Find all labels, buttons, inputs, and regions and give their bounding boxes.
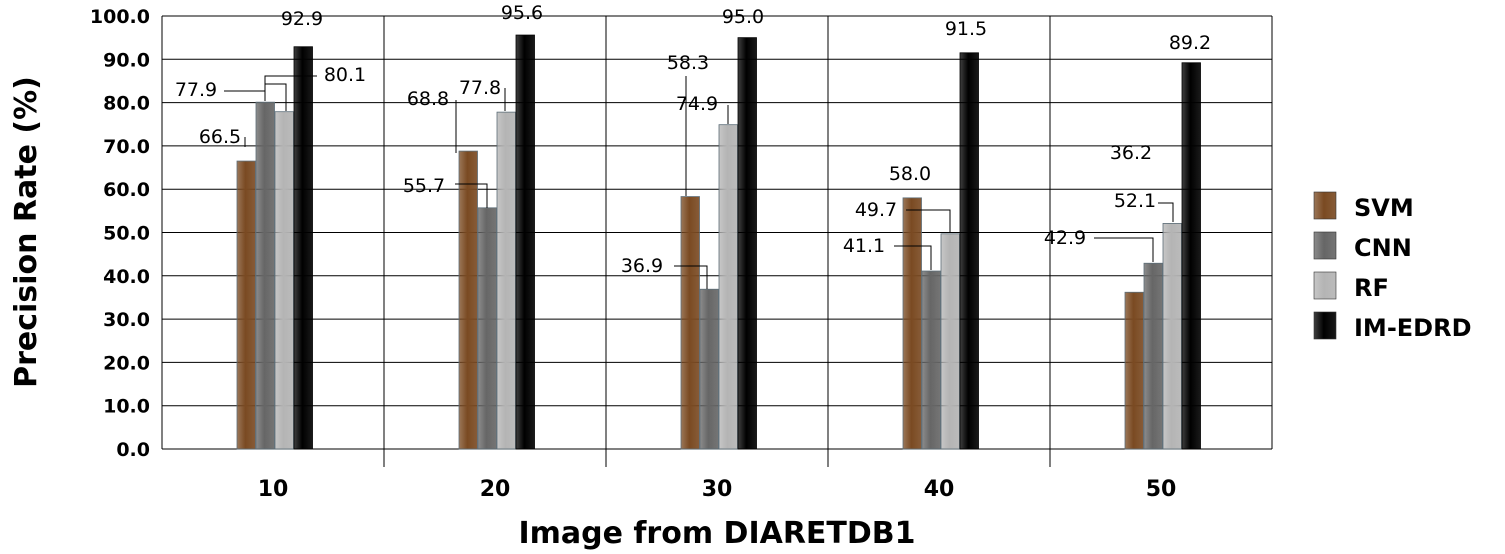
- data-label: 68.8: [407, 88, 449, 110]
- data-labels: 66.5 77.9 80.1 92.9 68.8 55.7 77.8 95.6 58.3 36.9…: [175, 2, 1211, 289]
- data-label: 95.0: [722, 6, 764, 28]
- data-label-leader: [1094, 237, 1154, 262]
- bar-svm-30: [680, 196, 700, 450]
- bar-rf-20: [496, 111, 516, 450]
- bars: [236, 34, 1201, 450]
- legend-swatch-im-edrd: [1313, 311, 1337, 340]
- x-tick-label: 40: [924, 477, 955, 502]
- bar-im-edrd-30: [737, 37, 757, 450]
- data-label: 92.9: [281, 8, 323, 30]
- data-label: 74.9: [676, 93, 718, 115]
- bar-im-edrd-10: [293, 46, 313, 450]
- ticks: 0.0 10.0 20.0 30.0 40.0 50.0 60.0 70.0 80.0 90.0 1…: [90, 6, 1176, 502]
- data-label: 36.2: [1110, 142, 1152, 164]
- data-label: 89.2: [1169, 32, 1211, 54]
- bar-im-edrd-50: [1181, 62, 1201, 450]
- y-tick-label: 10.0: [103, 396, 150, 418]
- data-label-leader: [455, 183, 488, 208]
- data-label: 77.8: [459, 77, 501, 99]
- bar-rf-40: [940, 233, 960, 450]
- bar-cnn-10: [255, 101, 275, 450]
- data-label-leader: [1158, 202, 1174, 222]
- data-label: 52.1: [1114, 190, 1156, 212]
- bar-rf-30: [718, 124, 738, 450]
- legend-label-rf: RF: [1354, 274, 1389, 302]
- data-label: 77.9: [175, 79, 217, 101]
- data-label-leader: [906, 209, 951, 233]
- y-tick-label: 100.0: [90, 6, 150, 28]
- x-axis-title: Image from DIARETDB1: [518, 516, 915, 551]
- data-label: 80.1: [324, 64, 366, 86]
- y-tick-label: 40.0: [103, 266, 150, 288]
- y-tick-label: 0.0: [116, 439, 150, 461]
- data-label: 36.9: [621, 255, 663, 277]
- y-tick-label: 80.0: [103, 93, 150, 115]
- y-tick-label: 60.0: [103, 179, 150, 201]
- legend: SVM CNN RF IM-EDRD: [1313, 191, 1472, 342]
- y-tick-label: 70.0: [103, 136, 150, 158]
- grid: [161, 15, 1273, 467]
- bar-svm-10: [236, 160, 256, 450]
- x-tick-label: 30: [702, 477, 733, 502]
- data-label-leader: [264, 75, 317, 101]
- legend-label-svm: SVM: [1354, 194, 1414, 222]
- y-tick-label: 90.0: [103, 49, 150, 71]
- legend-label-cnn: CNN: [1354, 234, 1412, 262]
- data-label: 95.6: [501, 2, 543, 24]
- bar-im-edrd-40: [959, 52, 979, 450]
- x-tick-label: 50: [1146, 477, 1177, 502]
- data-label: 55.7: [403, 175, 445, 197]
- bar-cnn-30: [699, 288, 719, 450]
- bar-svm-40: [902, 197, 922, 450]
- legend-swatch-svm: [1313, 191, 1337, 220]
- x-tick-label: 10: [258, 477, 289, 502]
- bar-cnn-20: [477, 207, 497, 450]
- y-tick-label: 20.0: [103, 352, 150, 374]
- bar-svm-50: [1124, 291, 1144, 450]
- bar-rf-10: [274, 111, 294, 450]
- y-tick-label: 30.0: [103, 309, 150, 331]
- data-label-leader: [894, 245, 932, 270]
- data-label: 91.5: [945, 18, 987, 40]
- data-label: 42.9: [1044, 227, 1086, 249]
- data-label: 66.5: [199, 126, 241, 148]
- data-label: 58.3: [667, 52, 709, 74]
- bar-cnn-50: [1143, 262, 1163, 450]
- bar-im-edrd-20: [515, 34, 535, 450]
- data-label-leader: [674, 265, 708, 289]
- data-label: 49.7: [855, 199, 897, 221]
- bar-svm-20: [458, 150, 478, 450]
- legend-label-im-edrd: IM-EDRD: [1354, 314, 1472, 342]
- legend-swatch-cnn: [1313, 231, 1337, 260]
- data-label: 41.1: [843, 235, 885, 257]
- data-label: 58.0: [889, 163, 931, 185]
- data-label-leader: [224, 83, 287, 111]
- x-tick-label: 20: [480, 477, 511, 502]
- bar-rf-50: [1162, 223, 1182, 450]
- legend-swatch-rf: [1313, 271, 1337, 300]
- y-tick-label: 50.0: [103, 223, 150, 245]
- y-axis-title: Precision Rate (%): [9, 76, 44, 388]
- bar-cnn-40: [921, 270, 941, 450]
